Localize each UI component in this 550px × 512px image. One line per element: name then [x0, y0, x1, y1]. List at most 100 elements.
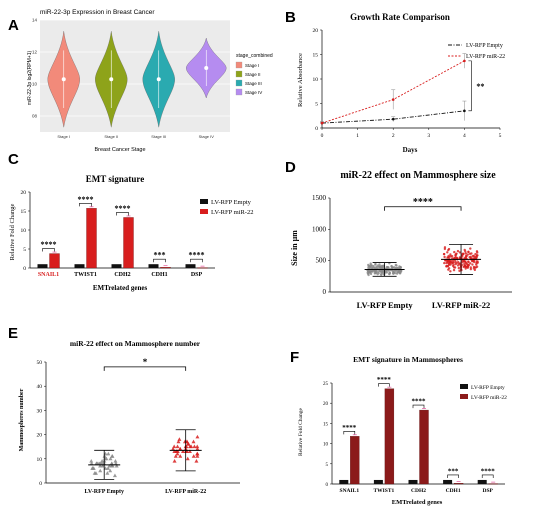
panel-e-data-point [177, 437, 182, 441]
panel-d-data-point [368, 266, 371, 269]
panel-b-sig-bracket [468, 60, 472, 112]
panel-e-data-point [172, 444, 177, 449]
panel-e-data-point [113, 461, 118, 466]
panel-d-data-point [388, 272, 391, 276]
panel-d-data-point [465, 254, 468, 258]
panel-d-xtick: LV-RFP Empty [357, 300, 414, 310]
panel-d-data-point [447, 268, 450, 271]
panel-letter-d: D [285, 159, 296, 176]
panel-e-data-point [194, 459, 199, 463]
panel-e-data-point [110, 463, 115, 468]
panel-e-data-point [108, 468, 113, 473]
panel-a-legend-swatch [235, 70, 243, 78]
panel-d-ytick: 1500 [312, 194, 327, 202]
panel-d-data-point [454, 262, 457, 266]
panel-d-data-point [449, 253, 452, 256]
panel-e-data-point [192, 444, 197, 449]
panel-d-data-point [397, 270, 401, 273]
panel-d-ytick: 1000 [312, 225, 327, 233]
panel-c-bar-mir22 [160, 267, 171, 269]
panel-d-data-point [466, 253, 470, 256]
panel-c-ytick: 5 [23, 247, 26, 253]
panel-f-ytick: 10 [323, 443, 329, 448]
panel-e-data-point [185, 456, 190, 461]
panel-c-chart: 0 5 10 15 20 SNAIL1 **** TWIST1 **** CDH2 **** CDH1… [21, 190, 254, 278]
panel-d-data-point [379, 273, 383, 276]
panel-letter-f: F [290, 349, 299, 366]
panel-d-data-point [471, 263, 474, 266]
panel-d-data-point [443, 261, 446, 265]
panel-d-sig-bracket [384, 206, 462, 211]
panel-c-xtick: CDH2 [114, 272, 130, 278]
panel-e: miR-22 effect on Mammosphere number Mamm… [19, 339, 240, 495]
panel-c-bar-empty [185, 264, 196, 268]
panel-a-legend: Stage I Stage II Stage III Stage IV [235, 61, 262, 96]
panel-e-data-point [100, 463, 105, 468]
panel-e-title: miR-22 effect on Mammosphere number [70, 339, 201, 348]
panel-d-data-point [473, 260, 476, 264]
panel-c: EMT signature Relative Fold Change EMTre… [9, 174, 253, 292]
panel-f-chart: 0 5 10 15 20 25 SNAIL1 **** TWIST1 **** CDH2 **** CD… [323, 376, 507, 494]
panel-d-ytick: 0 [323, 288, 327, 296]
panel-b-xtick: 5 [499, 133, 502, 139]
panel-e-sig-bracket [103, 366, 187, 371]
panel-d-data-point [475, 263, 478, 266]
panel-d-data-point [395, 264, 398, 267]
panel-c-sig-bracket [42, 248, 55, 252]
panel-d-data-point [368, 271, 372, 274]
panel-a-legend-title: stage_combined [236, 53, 273, 59]
panel-e-ytick: 0 [39, 481, 42, 487]
panel-d-data-point [382, 272, 385, 275]
panel-e-data-point [95, 461, 100, 466]
panel-c-ytick: 20 [21, 190, 27, 196]
panel-c-xtick: SNAIL1 [38, 272, 59, 278]
panel-c-ytick: 10 [21, 228, 27, 234]
panel-c-xtick: TWIST1 [74, 272, 97, 278]
panel-a-median-point [109, 77, 114, 82]
panel-b-legend-label: LV-RFP Empty [466, 43, 503, 49]
panel-e-data-point [191, 439, 196, 444]
panel-d-data-point [446, 264, 450, 268]
panel-d-chart: 0 500 1000 1500 LV-RFP Empty LV-RFP miR-22 ***… [312, 194, 512, 310]
panel-b-point [463, 59, 466, 63]
panel-d-ytick: 500 [316, 257, 327, 265]
panel-c-bar-empty [74, 264, 85, 268]
panel-d-data-point [463, 248, 466, 252]
panel-c-xtick: DSP [191, 272, 203, 278]
panel-f: EMT signature in Mammospheres Relative F… [298, 355, 507, 506]
panel-b-point [391, 117, 395, 121]
panel-d-data-point [454, 260, 457, 264]
panel-e-data-point [191, 454, 196, 458]
panel-e-chart: 0 10 20 30 40 50 LV-RFP Empty LV-RFP miR-22 * [37, 357, 240, 495]
panel-d-data-point [375, 265, 378, 268]
panel-d-data-point [442, 252, 446, 256]
panel-e-ylabel: Mammospheres number [19, 388, 25, 451]
panel-d-data-point [450, 259, 453, 263]
panel-c-significance: **** [115, 204, 131, 213]
panel-d-data-point [398, 265, 401, 268]
panel-a-legend-label: Stage IV [245, 90, 262, 95]
panel-a-title: miR-22-3p Expression in Breast Cancer [40, 9, 155, 16]
panel-f-bar-empty [408, 479, 418, 484]
panel-d-xtick: LV-RFP miR-22 [432, 300, 490, 310]
panel-d-significance: **** [413, 197, 433, 208]
panel-b-xtick: 0 [321, 133, 324, 139]
panel-d-data-point [466, 264, 470, 267]
panel-e-data-point [178, 454, 183, 458]
panel-b-point [391, 98, 395, 101]
panel-e-data-point [110, 454, 115, 458]
panel-f-bar-mir22 [453, 483, 464, 485]
panel-f-ytick: 15 [323, 422, 329, 427]
panel-c-bar-mir22 [197, 267, 208, 269]
panel-a-median-point [61, 77, 66, 82]
panel-a-xtick: Stage I [57, 134, 70, 139]
panel-d-data-point [378, 266, 382, 269]
panel-a-legend-swatch [235, 79, 243, 87]
panel-a-violins: Stage I Stage II Stage III Stage IV [47, 31, 227, 139]
panel-e-data-point [104, 456, 109, 461]
panel-d-data-point [449, 270, 452, 273]
panel-c-xlabel: EMTrelated genes [93, 284, 148, 292]
panel-f-xtick: TWIST1 [374, 488, 395, 494]
panel-a-legend-swatch [235, 88, 243, 96]
panel-e-data-point [175, 451, 180, 456]
